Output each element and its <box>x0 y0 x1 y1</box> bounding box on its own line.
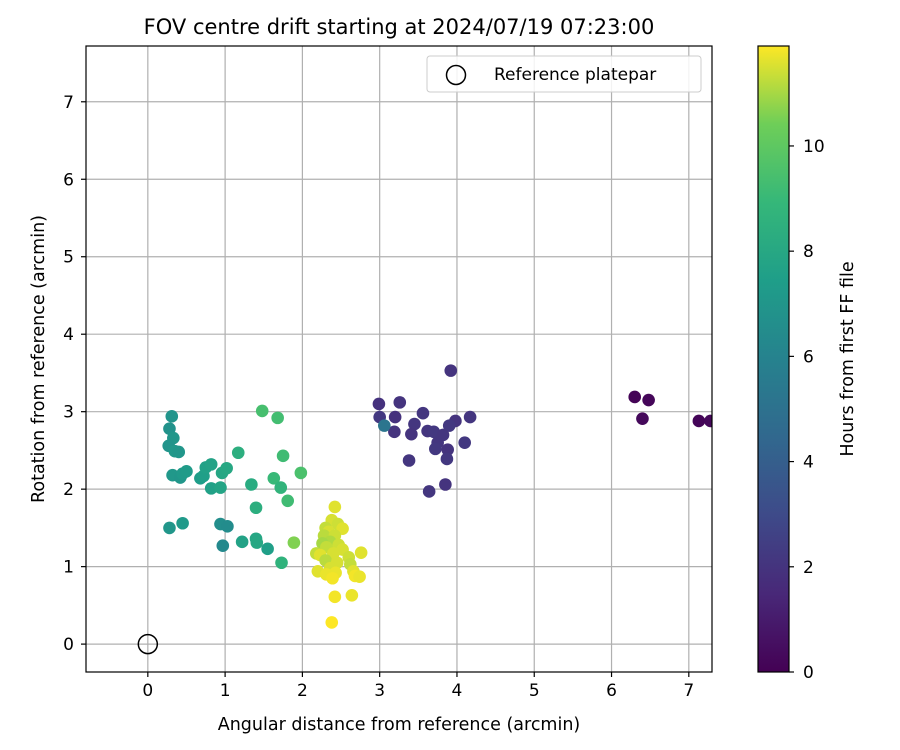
data-point <box>642 393 655 407</box>
y-tick-label: 1 <box>63 558 74 578</box>
data-point <box>221 520 234 533</box>
data-point <box>372 397 386 411</box>
legend-box <box>426 55 702 93</box>
data-point <box>231 446 245 460</box>
data-point <box>440 452 454 466</box>
data-point <box>163 521 176 535</box>
y-axis: 0 1 2 3 4 5 6 7 <box>63 93 86 655</box>
data-point <box>442 419 456 432</box>
data-point <box>271 411 284 425</box>
y-tick-label: 3 <box>63 403 74 423</box>
y-tick-label: 0 <box>63 635 74 655</box>
data-point <box>463 410 477 424</box>
data-point <box>180 465 193 478</box>
y-tick-label: 7 <box>63 93 74 113</box>
data-point <box>393 396 407 409</box>
legend: Reference platepar <box>426 55 702 93</box>
data-point <box>235 535 249 549</box>
plot-frame <box>85 45 713 673</box>
x-tick-label: 3 <box>374 681 385 701</box>
data-point <box>704 414 712 428</box>
x-tick-label: 6 <box>606 681 617 701</box>
data-point <box>388 425 401 439</box>
data-point <box>439 478 452 491</box>
data-point <box>204 482 218 495</box>
data-point <box>345 588 359 602</box>
data-point <box>402 454 416 467</box>
data-point <box>628 390 642 404</box>
colorbar: 0 2 4 6 8 10 Hours from first FF file <box>757 45 858 683</box>
data-point <box>249 501 263 515</box>
data-point <box>444 364 458 377</box>
data-point <box>267 472 281 485</box>
grid <box>86 46 712 672</box>
data-point <box>405 427 418 441</box>
data-point <box>287 536 301 549</box>
data-point <box>281 494 295 508</box>
x-tick-label: 0 <box>142 681 153 701</box>
colorbar-ticks: 0 2 4 6 8 10 <box>789 137 825 683</box>
x-axis: 0 1 2 3 4 5 6 7 <box>142 672 694 701</box>
data-point <box>458 436 471 449</box>
data-point <box>165 410 179 423</box>
data-point <box>378 419 391 432</box>
y-tick-label: 6 <box>63 170 74 190</box>
y-tick-label: 4 <box>63 325 74 345</box>
y-axis-label: Rotation from reference (arcmin) <box>29 215 49 503</box>
y-tick-label: 2 <box>63 480 74 500</box>
data-point <box>328 590 342 604</box>
x-tick-label: 4 <box>452 681 463 701</box>
data-point <box>416 406 430 420</box>
data-point <box>261 542 274 556</box>
data-point <box>176 516 189 530</box>
data-point <box>276 449 290 463</box>
reference-point-icon <box>137 633 159 655</box>
colorbar-tick-label: 0 <box>803 663 814 683</box>
colorbar-tick-label: 10 <box>803 137 825 157</box>
colorbar-tick-label: 4 <box>803 453 814 473</box>
legend-marker-icon <box>445 64 467 86</box>
colorbar-tick-label: 2 <box>803 558 814 578</box>
x-tick-label: 2 <box>297 681 308 701</box>
y-tick-label: 5 <box>63 248 74 268</box>
data-point <box>204 458 218 471</box>
data-point <box>422 485 436 498</box>
data-point <box>441 443 454 456</box>
colorbar-label: Hours from first FF file <box>838 261 858 456</box>
colorbar-gradient <box>757 45 790 673</box>
data-points <box>162 364 712 629</box>
colorbar-tick-label: 8 <box>803 242 814 262</box>
data-point <box>255 404 269 418</box>
data-point <box>216 539 230 553</box>
reference-marker <box>137 633 159 655</box>
x-axis-label: Angular distance from reference (arcmin) <box>218 715 581 735</box>
data-point <box>250 536 264 549</box>
data-point <box>388 410 402 424</box>
data-point <box>429 442 442 456</box>
data-point <box>274 481 288 494</box>
data-point <box>408 417 421 431</box>
x-tick-label: 7 <box>683 681 694 701</box>
chart-title: FOV centre drift starting at 2024/07/19 … <box>144 15 655 39</box>
data-point <box>245 478 258 491</box>
data-point <box>353 570 366 584</box>
x-tick-label: 5 <box>529 681 540 701</box>
data-point <box>275 556 288 570</box>
data-point <box>636 412 649 425</box>
data-point <box>692 414 706 428</box>
data-point <box>328 500 342 514</box>
legend-label: Reference platepar <box>494 65 656 85</box>
data-point <box>294 466 308 480</box>
data-point <box>172 445 186 459</box>
data-point <box>214 481 227 494</box>
colorbar-tick-label: 6 <box>803 347 814 367</box>
data-point <box>325 616 339 629</box>
data-point <box>220 461 233 475</box>
x-tick-label: 1 <box>220 681 231 701</box>
data-point <box>354 546 368 559</box>
data-point <box>326 571 339 585</box>
